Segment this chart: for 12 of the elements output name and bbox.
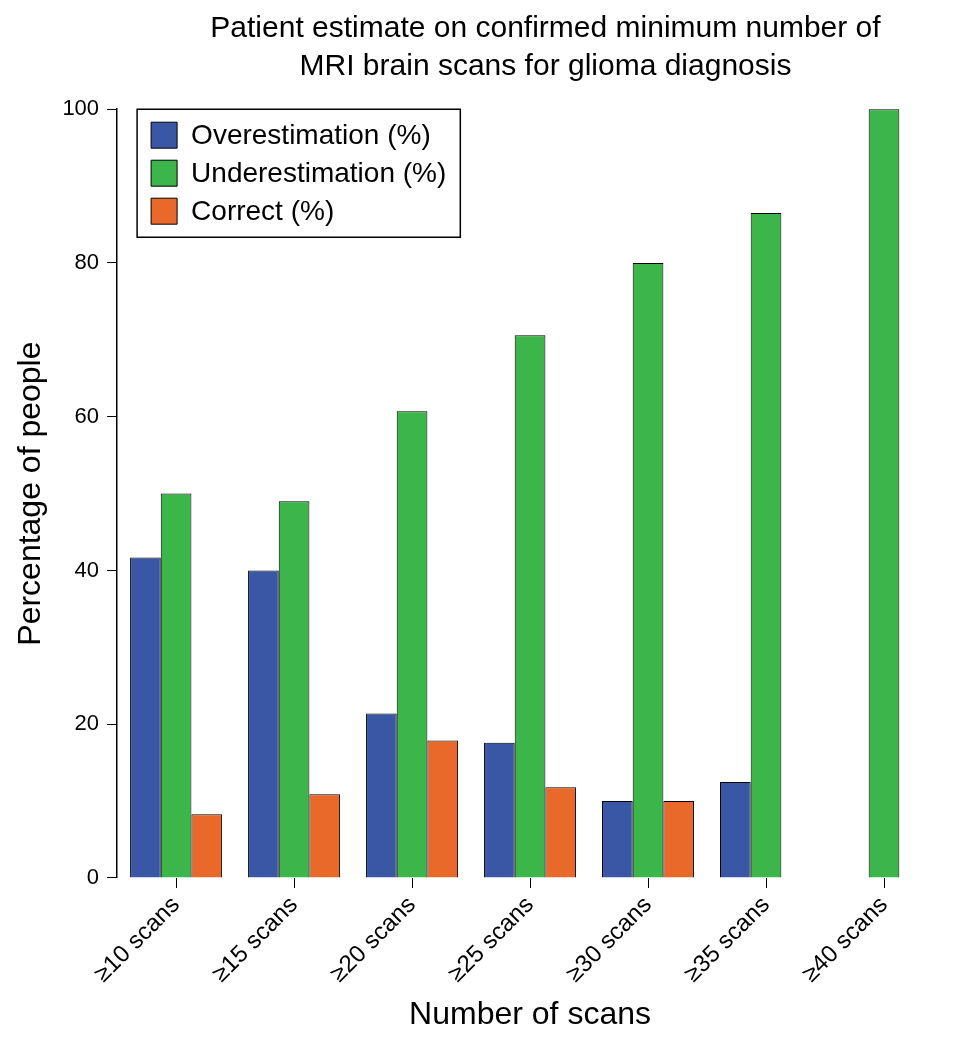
legend-label: Correct (%) — [191, 194, 335, 226]
chart-title: Patient estimate on confirmed minimum number of MRI brain scans for glioma diagnosis — [209, 9, 882, 83]
y-tick-label: 40 — [74, 556, 100, 582]
legend-label: Underestimation (%) — [191, 156, 447, 188]
y-tick-label: 0 — [86, 864, 100, 890]
x-axis-title: Number of scans — [409, 994, 651, 1031]
legend-label: Overestimation (%) — [191, 118, 431, 150]
y-tick-label: 80 — [74, 249, 100, 275]
y-tick-label: 100 — [62, 95, 100, 121]
y-tick-label: 20 — [74, 710, 100, 736]
y-tick-label: 60 — [74, 402, 100, 428]
y-axis-title: Percentage of people — [11, 341, 48, 646]
